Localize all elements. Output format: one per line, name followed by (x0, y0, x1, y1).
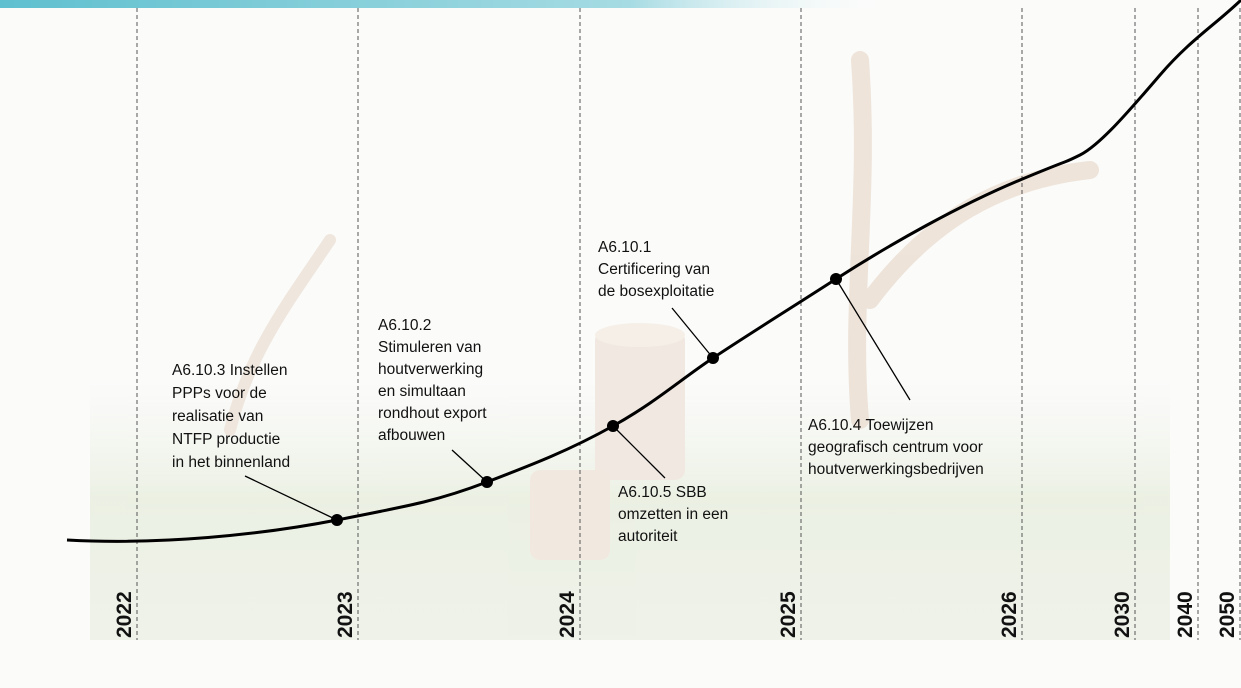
milestone-label: en simultaan (378, 383, 466, 400)
top-bar (0, 0, 900, 8)
milestone-label: houtverwerking (378, 361, 483, 378)
milestone-label: in het binnenland (172, 454, 290, 471)
milestone-label: geografisch centrum voor (808, 439, 983, 456)
milestone-dot (481, 476, 493, 488)
milestone-dot (707, 352, 719, 364)
milestone-label: de bosexploitatie (598, 283, 714, 300)
year-label: 2022 (113, 591, 136, 638)
milestone-label: A6.10.1 (598, 239, 651, 256)
milestone-label: A6.10.5 SBB (618, 484, 707, 501)
milestone-label: realisatie van (172, 408, 263, 425)
milestone-label: PPPs voor de (172, 385, 267, 402)
milestone-label: omzetten in een (618, 506, 728, 523)
milestone-label: rondhout export (378, 405, 487, 422)
year-label: 2040 (1174, 591, 1197, 638)
year-label: 2025 (777, 591, 800, 638)
milestone-label: Stimuleren van (378, 339, 481, 356)
page: { "years": ["2022", "2023", "2024", "202… (0, 0, 1241, 688)
milestone-label: afbouwen (378, 427, 445, 444)
milestone-dot (331, 514, 343, 526)
milestone-label: A6.10.3 Instellen (172, 362, 287, 379)
year-label: 2024 (556, 591, 579, 638)
milestone-label: A6.10.4 Toewijzen (808, 417, 934, 434)
milestone-label: autoriteit (618, 528, 678, 545)
year-label: 2050 (1216, 591, 1239, 638)
milestone-label: Certificering van (598, 261, 710, 278)
milestone-label: houtverwerkingsbedrijven (808, 461, 984, 478)
year-label: 2026 (998, 591, 1021, 638)
year-label: 2023 (334, 591, 357, 638)
year-label: 2030 (1111, 591, 1134, 638)
milestone-dot (607, 420, 619, 432)
milestone-label: A6.10.2 (378, 317, 431, 334)
milestone-label: NTFP productie (172, 431, 280, 448)
milestone-dot (830, 273, 842, 285)
timeline-diagram: 2022 2023 2024 2025 2026 2030 2040 2050 A6.10.3… (0, 0, 1241, 688)
